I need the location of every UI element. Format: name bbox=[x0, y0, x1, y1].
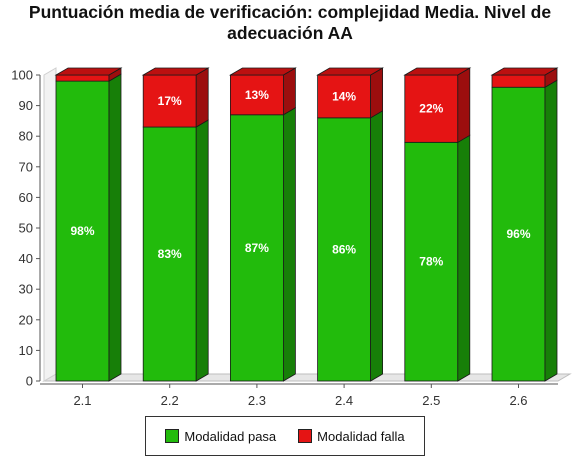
y-tick-label: 100 bbox=[11, 68, 33, 83]
y-tick-label: 80 bbox=[19, 129, 33, 144]
data-label-pass: 98% bbox=[70, 224, 94, 238]
legend: Modalidad pasa Modalidad falla bbox=[145, 416, 425, 456]
y-tick-label: 40 bbox=[19, 251, 33, 266]
y-tick-label: 0 bbox=[26, 374, 33, 389]
bar-side-pass bbox=[544, 79, 558, 382]
legend-label-pass: Modalidad pasa bbox=[184, 428, 277, 444]
y-tick-label: 90 bbox=[19, 98, 33, 113]
bar-side-fail bbox=[195, 67, 209, 128]
bar-side-pass bbox=[108, 73, 122, 382]
bar-pass bbox=[55, 80, 110, 382]
bar-fail bbox=[317, 74, 372, 119]
data-label-pass: 96% bbox=[506, 227, 530, 241]
bar-side-fail bbox=[457, 67, 471, 144]
x-tick-label: 2.5 bbox=[422, 393, 440, 408]
bar-side-pass bbox=[370, 110, 384, 382]
bar-side-pass bbox=[457, 134, 471, 382]
y-tick-label: 30 bbox=[19, 282, 33, 297]
bar-top-fail bbox=[403, 67, 472, 76]
bar-fail bbox=[404, 74, 459, 143]
data-label-fail: 22% bbox=[419, 102, 443, 116]
x-tick-label: 2.6 bbox=[509, 393, 527, 408]
bar-side-fail bbox=[370, 67, 384, 119]
data-label-pass: 87% bbox=[245, 241, 269, 255]
bar-top-fail bbox=[228, 67, 297, 76]
chart-title: Puntuación media de verificación: comple… bbox=[28, 2, 552, 43]
y-tick-label: 10 bbox=[19, 343, 33, 358]
legend-swatch-fail bbox=[298, 429, 313, 443]
plot-floor bbox=[42, 373, 572, 382]
legend-item-pass: Modalidad pasa bbox=[165, 429, 276, 444]
x-tick-label: 2.1 bbox=[73, 393, 91, 408]
legend-item-fail: Modalidad falla bbox=[298, 428, 405, 444]
bar-fail bbox=[229, 74, 284, 116]
bar-top-fail bbox=[316, 67, 385, 76]
y-tick-label: 50 bbox=[19, 221, 33, 236]
bar-fail bbox=[491, 74, 546, 88]
bar-side-pass bbox=[282, 107, 296, 382]
y-tick-label: 70 bbox=[19, 159, 33, 174]
data-label-fail: 17% bbox=[158, 94, 182, 108]
y-tick-label: 60 bbox=[19, 190, 33, 205]
x-tick-label: 2.2 bbox=[161, 393, 179, 408]
x-tick-label: 2.3 bbox=[248, 393, 266, 408]
bar-top-fail bbox=[490, 67, 559, 76]
bar-fail bbox=[142, 74, 197, 128]
plot-side-wall bbox=[43, 67, 57, 382]
data-label-pass: 86% bbox=[332, 242, 356, 256]
bar-top-fail bbox=[54, 67, 123, 76]
bar-top-fail bbox=[141, 67, 210, 76]
legend-swatch-pass bbox=[165, 429, 180, 443]
bar-pass bbox=[142, 126, 197, 382]
data-label-fail: 13% bbox=[245, 88, 269, 102]
x-tick-label: 2.4 bbox=[335, 393, 353, 408]
bar-fail bbox=[55, 74, 110, 82]
data-label-pass: 83% bbox=[158, 247, 182, 261]
data-label-pass: 78% bbox=[419, 255, 443, 269]
bar-pass bbox=[491, 86, 546, 382]
y-tick-label: 20 bbox=[19, 312, 33, 327]
bar-side-pass bbox=[195, 119, 209, 382]
bar-side-fail bbox=[282, 67, 296, 116]
legend-label-fail: Modalidad falla bbox=[317, 428, 405, 444]
bar-pass bbox=[229, 114, 284, 382]
data-label-fail: 14% bbox=[332, 89, 356, 103]
bar-chart: 0 10 20 30 40 50 60 70 80 90 100 98% 2.1 83% 17% 2.2 87%… bbox=[11, 67, 572, 408]
